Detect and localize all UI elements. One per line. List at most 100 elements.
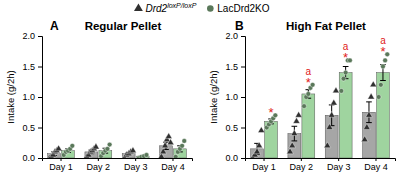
y-tick: 0.0 [225, 153, 245, 163]
x-tick-label: Day 3 [327, 162, 351, 172]
x-tick-mark [172, 158, 173, 161]
plot-marks [249, 52, 389, 158]
title: Regular Pellet [85, 20, 162, 32]
y-tick: 1.5 [225, 62, 245, 72]
data-point [343, 70, 348, 75]
x-tick-label: Day 1 [49, 162, 73, 172]
data-point [107, 142, 112, 147]
error-bar [366, 102, 372, 123]
x-tick-label: Day 3 [124, 162, 148, 172]
y-tick-mark [38, 36, 42, 37]
annotations: **a*a*a [268, 35, 386, 120]
x-tick: Day 2 [290, 158, 314, 172]
x-tick-mark [338, 158, 339, 161]
legend: Drd2loxP/loxP LacDrd2KO [134, 2, 270, 14]
x-tick-label: Day 4 [161, 162, 185, 172]
y-axis: 0.00.51.01.52.0 [225, 31, 245, 163]
bar [377, 73, 390, 158]
data-point [295, 111, 302, 117]
legend-marker [207, 5, 214, 12]
x-tick-mark [375, 158, 376, 161]
y-tick-label: 1.0 [22, 92, 35, 102]
legend-marker [134, 3, 143, 11]
panel: 0.00.51.01.52.0Day 1Day 2Day 3Day 4Regul… [5, 19, 193, 172]
data-point [258, 127, 265, 133]
data-point [361, 136, 368, 142]
y-tick-label: 2.0 [22, 31, 35, 41]
error-bar-cap [366, 122, 372, 123]
error-bar-cap [366, 101, 372, 102]
error-bar [329, 105, 335, 126]
data-point [366, 111, 373, 117]
legend-label: LacDrd2KO [217, 3, 269, 14]
x-tick: Day 3 [327, 158, 351, 172]
annotation: * [306, 75, 311, 90]
y-tick-mark [38, 128, 42, 129]
data-point [324, 142, 331, 148]
y-axis-line [241, 37, 246, 159]
data-point [306, 92, 311, 97]
x-axis-line [43, 159, 193, 162]
y-tick: 0.5 [225, 123, 245, 133]
y-axis-title: Intake (g/2h) [208, 70, 219, 123]
data-point [326, 124, 333, 130]
data-point [293, 117, 300, 123]
y-tick-label: 0.0 [22, 153, 35, 163]
data-point [130, 147, 137, 153]
data-point [165, 133, 172, 139]
error-bar-cap [343, 66, 349, 67]
data-point [328, 111, 335, 117]
error-bar-cap [292, 140, 298, 141]
x-tick: Day 3 [124, 158, 148, 172]
plot-marks [46, 133, 187, 158]
annotation: a [343, 41, 349, 52]
title: High Fat Pellet [286, 20, 366, 32]
data-point [370, 81, 377, 87]
data-point [289, 142, 296, 148]
y-tick-mark [241, 158, 245, 159]
y-axis-title: Intake (g/2h) [5, 70, 16, 123]
y-tick: 1.0 [22, 92, 42, 102]
annotation: a [306, 66, 312, 77]
bar [265, 121, 278, 158]
data-point [376, 95, 381, 100]
x-axis: Day 1Day 2Day 3Day 4 [246, 158, 396, 172]
y-tick-label: 0.5 [225, 123, 238, 133]
x-tick: Day 1 [49, 158, 73, 172]
x-tick-mark [135, 158, 136, 161]
legend-label: Drd2loxP/loxP [145, 2, 196, 14]
legend-item: Drd2loxP/loxP [134, 2, 197, 14]
y-tick-mark [241, 128, 245, 129]
data-point [93, 143, 100, 149]
y-tick-label: 1.5 [225, 62, 238, 72]
x-tick: Day 4 [161, 158, 185, 172]
data-point [333, 87, 340, 93]
data-point [180, 143, 185, 148]
x-axis-line [246, 159, 396, 162]
y-tick: 0.5 [22, 123, 42, 133]
bar [339, 73, 352, 158]
y-axis-line [38, 37, 43, 159]
y-tick: 0.0 [22, 153, 42, 163]
data-point [341, 76, 346, 81]
x-tick-label: Day 2 [290, 162, 314, 172]
y-tick-mark [241, 97, 245, 98]
y-tick-label: 0.0 [225, 153, 238, 163]
y-tick-mark [38, 97, 42, 98]
data-point [287, 148, 294, 154]
x-tick-mark [264, 158, 265, 161]
data-point [256, 142, 263, 148]
x-tick: Day 4 [364, 158, 388, 172]
annotation: * [268, 105, 273, 120]
data-point [339, 89, 344, 94]
y-tick: 2.0 [22, 31, 42, 41]
data-point [254, 148, 261, 154]
panel-label: B [235, 19, 244, 33]
x-tick: Day 2 [87, 158, 111, 172]
y-tick: 1.0 [225, 92, 245, 102]
data-point [167, 139, 174, 145]
figure: 0.0 0.5 1.0 1.5 2.0 Day 1 Day 2 Day 3 Day 4 Regul… [0, 0, 400, 178]
data-point [173, 154, 178, 158]
y-tick-label: 1.0 [225, 92, 238, 102]
error-bar [380, 65, 386, 81]
